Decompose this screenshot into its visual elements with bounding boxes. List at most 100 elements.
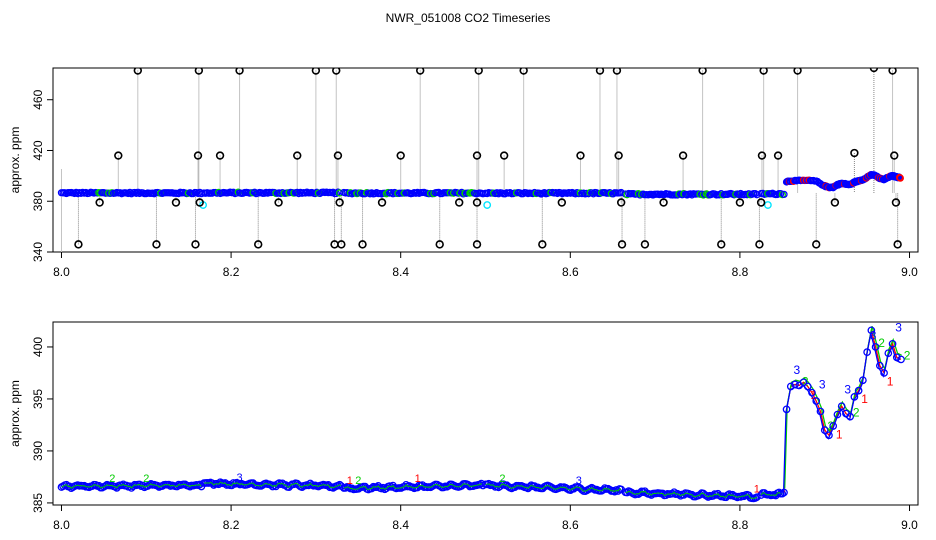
x-tick-label: 8.0 [53, 265, 70, 279]
cyan-point [763, 201, 772, 209]
x-tick-label: 8.4 [392, 265, 409, 279]
spike-point [455, 198, 464, 207]
spike-point [659, 198, 668, 207]
y-axis-label: approx. ppm [8, 380, 22, 447]
tail-point [812, 397, 821, 405]
tail-point [896, 174, 904, 182]
series-line [760, 491, 783, 497]
spike-point [337, 240, 346, 249]
x-tick-label: 9.0 [901, 265, 918, 279]
digit-label: 2 [143, 473, 149, 485]
spike-point [757, 151, 767, 160]
tail-line [782, 333, 901, 496]
tail-point [863, 348, 871, 357]
spike-point [311, 68, 321, 75]
tail-point [833, 410, 842, 419]
digit-label: 1 [887, 374, 894, 388]
spike-point [557, 198, 567, 207]
series-line [485, 483, 622, 493]
spike-point [191, 240, 200, 249]
spike-point [472, 151, 482, 160]
spike-point [812, 240, 821, 249]
spike-point [396, 151, 405, 160]
spike-point [152, 240, 161, 249]
spike-point [869, 68, 879, 73]
spike-point [519, 68, 528, 75]
spike-point [333, 151, 343, 160]
tail-point [816, 407, 825, 416]
tail-point [850, 393, 859, 401]
series-line [61, 483, 202, 489]
y-tick-label: 390 [31, 441, 45, 461]
tail-point [854, 386, 863, 395]
spike-point [95, 198, 104, 207]
bottom-panel: 8.0 8.2 8.4 8.6 8.8 9.0 385 390 395 400 approx. pp… [8, 320, 919, 532]
digit-label: 2 [109, 473, 115, 485]
digit-label: 3 [793, 363, 800, 377]
tail-point [888, 339, 897, 348]
tail-point [875, 361, 884, 370]
digit-label: 3 [576, 475, 582, 487]
spike-point [114, 151, 123, 160]
spike-point [890, 151, 899, 160]
spike-point [640, 240, 650, 249]
spike-point [195, 198, 204, 207]
tail-point [808, 388, 816, 397]
y-tick-label: 395 [31, 389, 45, 409]
x-tick-label: 8.0 [53, 518, 70, 532]
spike-point [576, 151, 585, 160]
digit-label: 1 [347, 475, 353, 487]
spike-point [472, 198, 482, 207]
baseline-point [332, 189, 341, 198]
x-tick-label: 9.0 [901, 518, 918, 532]
baseline-point [634, 190, 643, 198]
digit-label: 3 [870, 329, 877, 343]
digit-label: 2 [827, 419, 834, 433]
tail-point [897, 355, 905, 364]
spike-point [888, 68, 897, 75]
tail-point [803, 382, 812, 391]
digit-label: 1 [415, 473, 421, 485]
series-line [203, 481, 342, 489]
y-tick-label: 340 [31, 242, 45, 262]
spike-point [678, 151, 688, 160]
spike-point [893, 240, 902, 249]
digit-label: 3 [895, 320, 902, 334]
digit-label: 3 [844, 383, 851, 397]
spike-point [698, 68, 707, 75]
plot-frame [52, 321, 919, 506]
digit-label: 3 [819, 378, 826, 392]
spike-point [215, 151, 225, 160]
y-tick-label: 380 [31, 191, 45, 211]
tail-line [784, 326, 902, 489]
spike-point [171, 198, 181, 207]
tail-point [780, 488, 788, 497]
spike-point [595, 68, 605, 75]
tail-point [820, 426, 829, 434]
digit-label: 1 [836, 427, 843, 441]
x-tick-label: 8.6 [562, 518, 579, 532]
cyan-point [483, 201, 492, 209]
series-point [484, 479, 493, 488]
figure-title: NWR_051008 CO2 Timeseries [386, 11, 551, 25]
series-line [625, 490, 758, 499]
spike-point [756, 198, 766, 207]
tail-point [799, 378, 808, 387]
baseline-point [780, 190, 788, 199]
spike-point [830, 198, 840, 207]
tail-point [867, 326, 876, 335]
digit-label: 2 [853, 406, 860, 420]
series-point [725, 490, 734, 499]
spike-point [773, 151, 783, 160]
spike-point [74, 240, 83, 249]
spike-point [194, 68, 204, 75]
tail-point [880, 369, 888, 377]
spike-point [617, 240, 627, 249]
digit-label: 2 [878, 336, 885, 350]
spike-point [193, 151, 203, 160]
spike-point [377, 198, 387, 207]
tail-point [846, 412, 855, 421]
spike-point [435, 240, 444, 249]
spike-point [133, 68, 143, 75]
